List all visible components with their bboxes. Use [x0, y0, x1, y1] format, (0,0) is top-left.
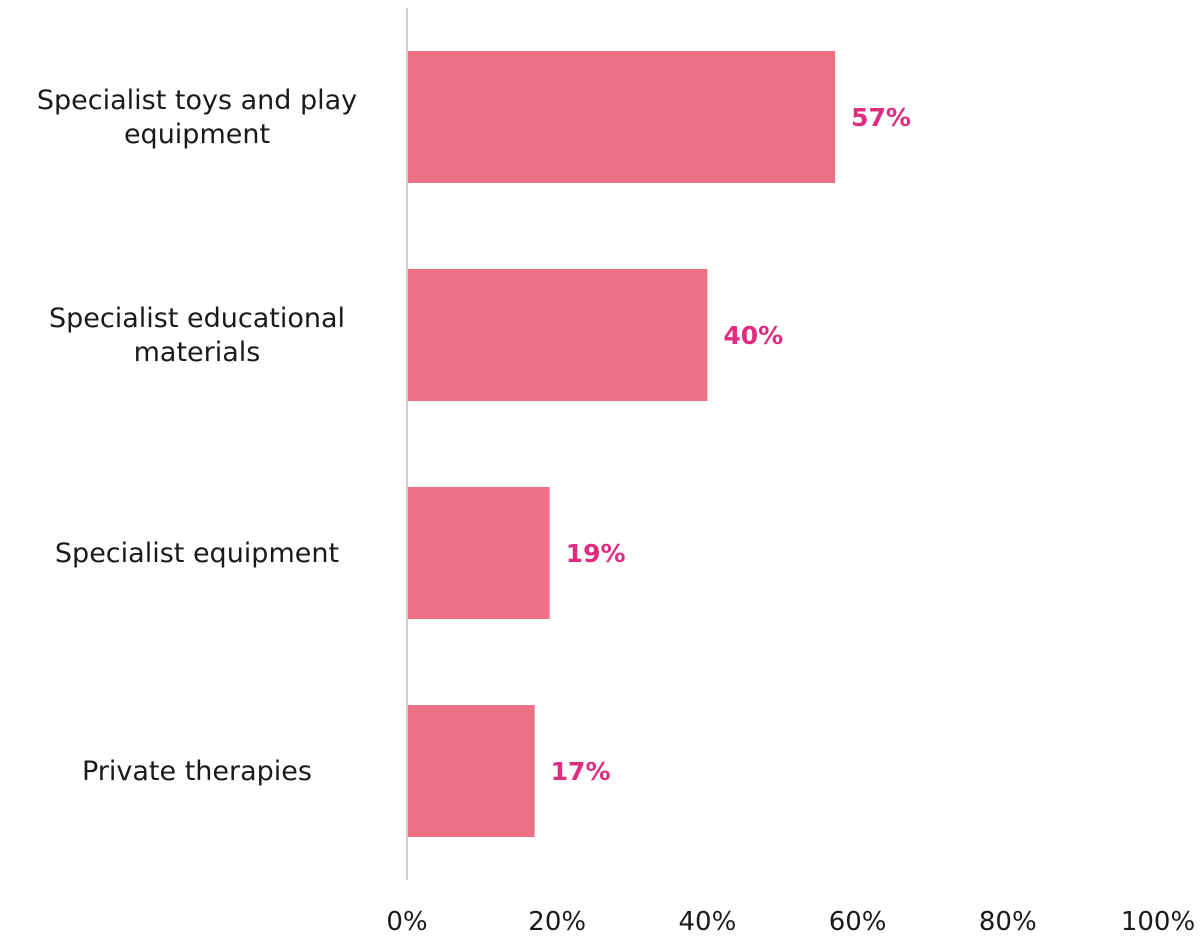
data-label-1: 40%: [723, 321, 783, 350]
x-tick-label-4: 80%: [979, 907, 1037, 936]
x-tick-label-0: 0%: [386, 907, 427, 936]
x-axis-ticks: 0% 20% 40% 60% 80% 100%: [386, 907, 1195, 936]
category-label-2: Specialist equipment: [55, 538, 339, 569]
x-tick-label-2: 40%: [679, 907, 737, 936]
category-label-3: Private therapies: [82, 756, 312, 787]
bar-0: [408, 51, 836, 183]
data-label-0: 57%: [851, 103, 911, 132]
data-label-2: 19%: [566, 539, 626, 568]
x-tick-label-5: 100%: [1121, 907, 1195, 936]
category-label-1: Specialist educational materials: [49, 303, 345, 368]
data-label-3: 17%: [551, 757, 611, 786]
x-tick-label-1: 20%: [528, 907, 586, 936]
category-label-0: Specialist toys and play equipment: [37, 85, 357, 150]
bar-3: [408, 705, 535, 837]
data-labels-group: 57% 40% 19% 17%: [551, 103, 911, 786]
x-tick-label-3: 60%: [829, 907, 887, 936]
bars-group: [408, 51, 836, 837]
bar-2: [408, 487, 550, 619]
category-labels-group: Specialist toys and play equipment Special…: [37, 85, 357, 787]
bar-1: [408, 269, 708, 401]
